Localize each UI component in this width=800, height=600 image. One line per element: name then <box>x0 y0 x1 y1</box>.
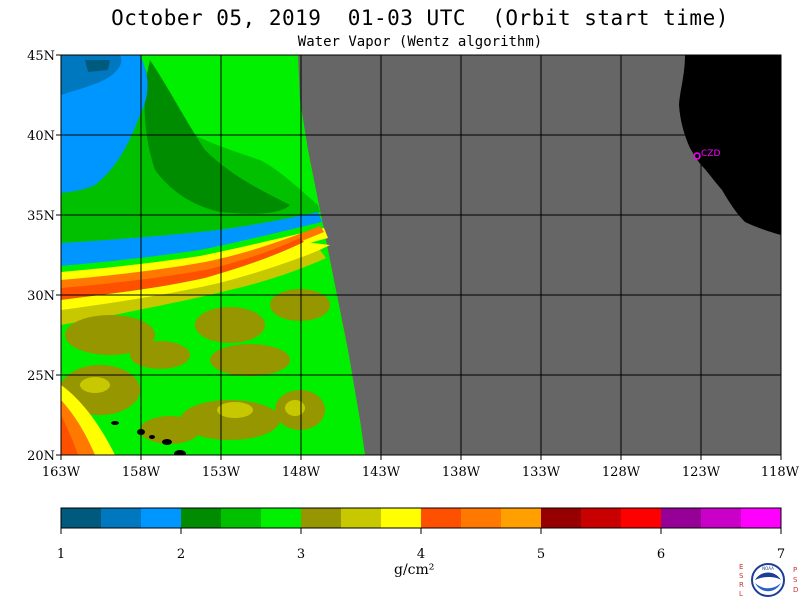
colorbar-swatch <box>301 508 342 528</box>
lon-tick-label: 158W <box>122 465 161 480</box>
swath-darkgreen-patch <box>144 60 290 214</box>
swath-olive-lower <box>61 250 326 325</box>
colorbar-swatch <box>101 508 142 528</box>
station-czd-marker <box>693 152 701 160</box>
data-swath <box>61 55 365 455</box>
longitude-labels: 163W 158W 153W 148W 143W 138W 133W 128W 123W 118W <box>42 465 800 480</box>
swath-orange-band <box>61 226 324 294</box>
lon-tick-label: 128W <box>602 465 641 480</box>
swath-redorange-band <box>61 238 304 300</box>
lat-tick-label: 35N <box>27 209 55 224</box>
logo-letter-p: P <box>793 566 797 574</box>
colorbar-swatch <box>541 508 582 528</box>
colorbar-swatch <box>621 508 662 528</box>
olive-patch <box>270 289 330 321</box>
colorbar-tick-label: 4 <box>417 547 425 562</box>
lat-tick-label: 25N <box>27 369 55 384</box>
logo-letter-l: L <box>739 590 743 598</box>
colorbar-tick-label: 7 <box>777 547 785 562</box>
colorbar-tick-label: 2 <box>177 547 185 562</box>
colorbar-swatch <box>701 508 742 528</box>
swath-blue-band <box>61 212 322 266</box>
colorbar-swatch <box>501 508 542 528</box>
lon-tick-label: 148W <box>282 465 321 480</box>
logo-letter-d: D <box>793 586 798 594</box>
map-subtitle: Water Vapor (Wentz algorithm) <box>297 34 543 50</box>
station-czd-label: CZD <box>701 149 720 159</box>
latitude-labels: 45N 40N 35N 30N 25N 20N <box>27 49 55 464</box>
colorbar-swatch <box>421 508 462 528</box>
lon-tick-label: 118W <box>761 465 800 480</box>
station-marker: CZD <box>693 149 720 160</box>
land-california <box>679 55 781 235</box>
colorbar-swatch <box>261 508 302 528</box>
noaa-esrl-psd-logo: E S R L P S D NOAA <box>739 563 798 598</box>
colorbar-tick-label: 1 <box>57 547 65 562</box>
olive-patch <box>65 315 155 355</box>
colorbar-swatch <box>581 508 622 528</box>
colorbar-swatch <box>181 508 222 528</box>
noaa-bird-icon <box>755 572 781 580</box>
colorbar-swatch <box>661 508 702 528</box>
lon-tick-label: 143W <box>362 465 401 480</box>
colorbar-swatch <box>221 508 262 528</box>
lat-tick-label: 40N <box>27 129 55 144</box>
colorbar-swatch <box>461 508 502 528</box>
swath-teal <box>85 60 110 72</box>
swath-sw-redorange <box>61 415 78 455</box>
olive-patch <box>130 341 190 369</box>
colorbar-swatch <box>381 508 422 528</box>
lon-tick-label: 138W <box>442 465 481 480</box>
swath-blue <box>61 55 148 193</box>
olive-patch <box>210 344 290 376</box>
yellow-patch <box>80 377 110 393</box>
colorbar-swatch <box>61 508 102 528</box>
noaa-emblem-text: NOAA <box>762 566 774 571</box>
lat-tick-label: 20N <box>27 449 55 464</box>
yellow-patch <box>217 402 253 418</box>
logo-letter-e: E <box>739 563 743 571</box>
lon-tick-label: 123W <box>682 465 721 480</box>
colorbar-swatch <box>341 508 382 528</box>
logo-letter-r: R <box>739 581 744 589</box>
colorbar-tick-label: 5 <box>537 547 545 562</box>
colorbar <box>60 507 782 534</box>
map-title: October 05, 2019 01-03 UTC (Orbit start … <box>111 6 729 30</box>
swath-yellow-lower <box>61 242 330 315</box>
lat-tick-label: 30N <box>27 289 55 304</box>
map-border <box>60 54 782 456</box>
logo-letter-s2: S <box>793 576 798 584</box>
olive-patch <box>195 307 265 343</box>
lon-tick-label: 163W <box>42 465 81 480</box>
colorbar-units: g/cm² <box>394 562 435 578</box>
lat-tick-label: 45N <box>27 49 55 64</box>
colorbar-tick-label: 6 <box>657 547 665 562</box>
swath-green-strip <box>61 222 324 272</box>
colorbar-tick-label: 3 <box>297 547 305 562</box>
colorbar-swatch <box>141 508 182 528</box>
colorbar-labels: 1 2 3 4 5 6 7 <box>57 547 785 562</box>
yellow-patch <box>285 400 305 416</box>
lon-tick-label: 153W <box>202 465 241 480</box>
logo-letter-s: S <box>739 572 744 580</box>
olive-patch <box>180 400 280 440</box>
colorbar-swatch <box>741 508 782 528</box>
lon-tick-label: 133W <box>522 465 561 480</box>
